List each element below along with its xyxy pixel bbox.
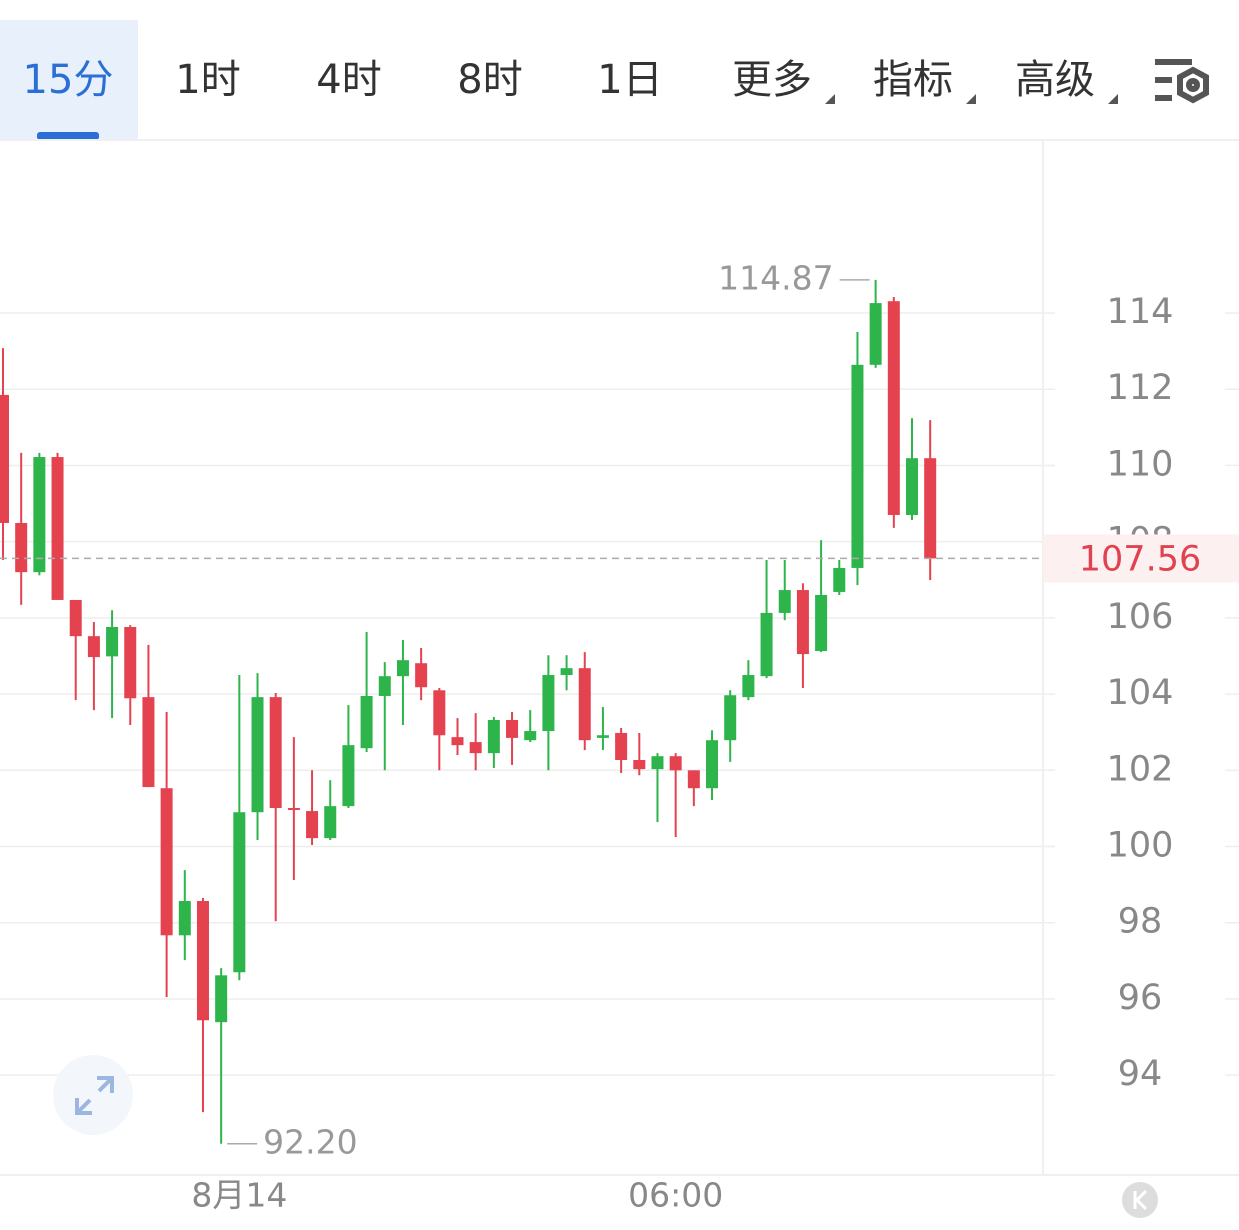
candle-body xyxy=(196,901,209,1021)
candle-body xyxy=(633,760,646,770)
candle-body xyxy=(724,695,737,741)
settings-icon[interactable] xyxy=(1155,59,1209,104)
candle-body xyxy=(906,458,918,515)
candle-body xyxy=(469,742,482,754)
active-tab-underline xyxy=(37,132,99,140)
candle-body xyxy=(0,394,9,523)
candle-body xyxy=(796,590,809,655)
candle-body xyxy=(760,612,773,677)
candle-body xyxy=(669,756,682,771)
y-tick-label: 104 xyxy=(1107,673,1174,713)
candle-body xyxy=(251,697,264,813)
candle-body xyxy=(615,732,628,761)
annotation-label: 114.87 xyxy=(718,258,833,297)
candle-body xyxy=(851,364,864,568)
candle-body xyxy=(742,675,755,698)
candle-body xyxy=(233,812,246,973)
x-tick-label: 8月14 xyxy=(191,1176,287,1215)
candle-body xyxy=(124,627,137,699)
tab[interactable]: 指标 xyxy=(873,57,953,103)
last-price-label: 107.56 xyxy=(1079,539,1201,579)
candle-body xyxy=(651,756,664,770)
candle-body xyxy=(433,690,446,736)
last-price-box xyxy=(1043,534,1239,583)
candle-body xyxy=(215,975,228,1023)
y-tick-label: 96 xyxy=(1118,978,1163,1018)
y-tick-label: 110 xyxy=(1107,444,1174,484)
candle-body xyxy=(506,719,519,738)
candle-body xyxy=(596,735,609,738)
k-icon xyxy=(1133,1189,1148,1211)
tab[interactable]: 8时 xyxy=(457,57,522,103)
candle-body xyxy=(15,522,28,573)
candle-body xyxy=(178,901,191,936)
candle-body xyxy=(687,770,700,789)
tab[interactable]: 1日 xyxy=(597,57,662,103)
y-tick-label: 94 xyxy=(1118,1054,1163,1094)
tab[interactable]: 高级 xyxy=(1015,57,1095,103)
candle-body xyxy=(269,697,282,809)
y-tick-label: 100 xyxy=(1107,826,1174,866)
candle-body xyxy=(560,668,573,676)
candle-body xyxy=(69,599,82,637)
candle-body xyxy=(778,590,791,613)
icon-hex xyxy=(1177,66,1209,104)
candle-body xyxy=(287,808,300,811)
candle-body xyxy=(924,458,937,559)
y-tick-label: 112 xyxy=(1107,368,1174,408)
candle-body xyxy=(360,695,373,749)
candle-body xyxy=(487,719,500,754)
candle-body xyxy=(378,676,391,696)
candle-body xyxy=(396,660,409,677)
candle-body xyxy=(706,740,719,789)
x-tick-label: 06:00 xyxy=(628,1176,723,1215)
candle-body xyxy=(524,731,537,741)
active-tab-bg xyxy=(0,20,138,140)
expand-button[interactable] xyxy=(53,1055,133,1135)
tab[interactable]: 更多 xyxy=(732,57,812,103)
plot: 9496981001021041061081101121148月1406:001… xyxy=(0,258,1239,1215)
candle-body xyxy=(415,663,428,688)
expand-icon xyxy=(75,1076,114,1115)
candle-body xyxy=(869,303,882,365)
candle-body xyxy=(324,806,337,839)
candle-body xyxy=(815,595,828,652)
y-tick-label: 114 xyxy=(1107,292,1174,332)
candle-body xyxy=(578,668,591,741)
candle-body xyxy=(833,567,846,592)
annotation-label: 92.20 xyxy=(263,1122,357,1161)
tab[interactable]: 1时 xyxy=(175,57,240,103)
tab[interactable]: 4时 xyxy=(316,57,381,103)
candle-body xyxy=(51,457,64,600)
candle-body xyxy=(542,675,555,732)
candle-body xyxy=(33,457,46,573)
y-tick-label: 102 xyxy=(1107,749,1174,789)
candle-body xyxy=(887,301,900,515)
candle-body xyxy=(342,745,355,807)
candle-body xyxy=(142,697,155,788)
k-button[interactable] xyxy=(1122,1182,1158,1218)
candle-body xyxy=(87,636,100,658)
candle-body xyxy=(106,627,119,657)
candle-body xyxy=(451,737,464,746)
candle-body xyxy=(306,811,319,839)
dropdown-arrows xyxy=(825,94,1118,104)
icon-dot xyxy=(1186,78,1200,92)
y-tick-label: 98 xyxy=(1118,902,1163,942)
y-tick-label: 106 xyxy=(1107,597,1174,637)
candle-body xyxy=(160,788,173,936)
tab[interactable]: 15分 xyxy=(23,57,114,103)
